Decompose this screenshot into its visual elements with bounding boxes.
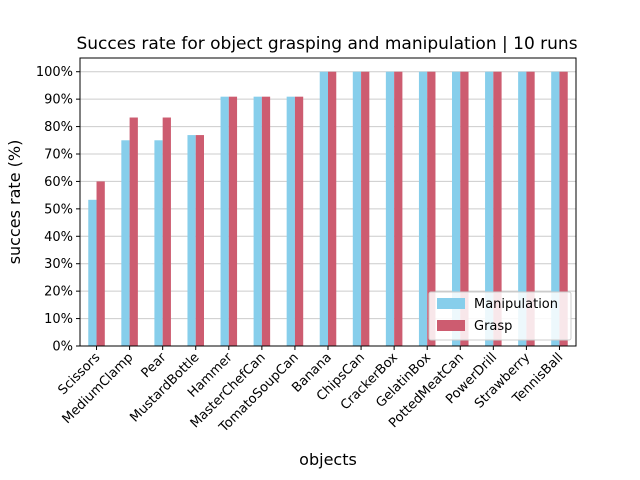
bar-grasp-banana <box>328 71 337 346</box>
x-axis-label: objects <box>299 450 357 469</box>
bars <box>88 71 568 347</box>
y-axis-label: succes rate (%) <box>5 140 24 265</box>
bar-manipulation-crackerbox <box>385 71 395 346</box>
bar-grasp-chipscan <box>361 71 370 346</box>
bar-grasp-scissors <box>96 181 105 346</box>
bar-grasp-tennisball <box>559 71 568 346</box>
bar-manipulation-gelatinbox <box>418 71 428 346</box>
bar-grasp-masterchefcan <box>261 96 271 346</box>
bar-manipulation-tennisball <box>551 71 560 346</box>
bar-manipulation-hammer <box>220 96 229 346</box>
bar-grasp-mediumclamp <box>129 117 138 347</box>
y-tick-label: 80% <box>44 120 73 135</box>
y-tick-label: 0% <box>52 340 73 355</box>
y-tick-label: 20% <box>44 285 73 300</box>
y-tick-label: 70% <box>44 148 73 163</box>
bar-grasp-tomatosoupcan <box>294 96 304 346</box>
bar-grasp-pear <box>162 117 171 347</box>
legend: Manipulation Grasp <box>428 291 572 341</box>
bar-manipulation-pear <box>154 140 163 346</box>
bar-manipulation-chipscan <box>352 71 362 346</box>
legend-swatch-manipulation <box>437 298 465 309</box>
bar-manipulation-scissors <box>88 199 97 346</box>
y-tick-label: 50% <box>44 202 73 217</box>
bar-grasp-powerdrill <box>493 71 502 346</box>
chart-title: Succes rate for object grasping and mani… <box>76 34 577 54</box>
y-tick-label: 30% <box>44 257 73 272</box>
bar-manipulation-masterchefcan <box>253 96 262 346</box>
bar-grasp-crackerbox <box>394 71 403 346</box>
y-tick-label: 60% <box>44 175 73 190</box>
bar-grasp-gelatinbox <box>427 71 436 346</box>
y-tick-label: 90% <box>44 93 73 108</box>
bar-manipulation-pottedmeatcan <box>452 71 461 346</box>
y-tick-label: 10% <box>44 312 73 327</box>
legend-swatch-grasp <box>437 320 465 331</box>
bar-manipulation-strawberry <box>518 71 527 346</box>
bar-grasp-mustardbottle <box>195 135 204 346</box>
y-axis-ticks: 0% 10% 20% 30% 40% 50% 60% 70% 80% 90% 100% <box>36 65 80 355</box>
bar-manipulation-mustardbottle <box>187 135 196 346</box>
bar-grasp-strawberry <box>526 71 535 346</box>
bar-manipulation-tomatosoupcan <box>286 96 295 346</box>
bar-grasp-pottedmeatcan <box>460 71 469 346</box>
legend-label-manipulation: Manipulation <box>474 297 558 312</box>
bar-grasp-hammer <box>228 96 238 346</box>
bar-manipulation-powerdrill <box>485 71 494 346</box>
legend-label-grasp: Grasp <box>474 319 512 334</box>
y-tick-label: 40% <box>44 230 73 245</box>
bar-manipulation-banana <box>319 71 328 346</box>
bar-manipulation-mediumclamp <box>121 140 130 346</box>
y-tick-label: 100% <box>36 65 73 80</box>
